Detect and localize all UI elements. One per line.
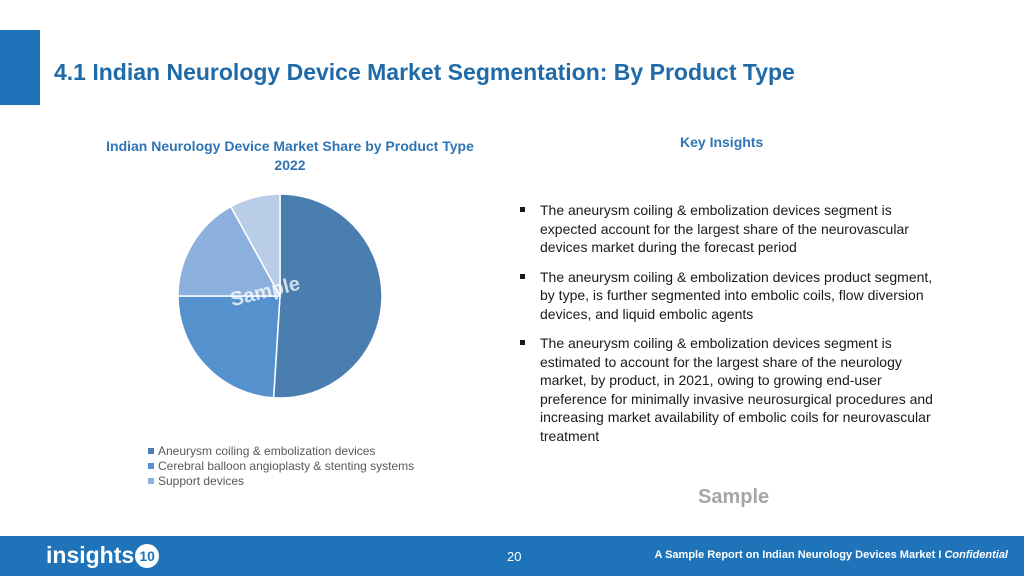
legend-item: Aneurysm coiling & embolization devices [148, 443, 414, 458]
footer-bar: insights 10 20 A Sample Report on Indian… [0, 536, 1024, 576]
chart-legend: Aneurysm coiling & embolization devices … [148, 443, 414, 488]
insight-bullet: The aneurysm coiling & embolization devi… [518, 268, 948, 324]
legend-label: Cerebral balloon angioplasty & stenting … [158, 458, 415, 473]
pie-chart: Sample [177, 193, 383, 399]
pie-slice [229, 193, 281, 297]
insight-text: The aneurysm coiling & embolization devi… [540, 335, 933, 444]
pie-slice [177, 295, 281, 399]
legend-swatch [148, 477, 154, 484]
logo-text: insights [46, 542, 135, 568]
legend-item: Support devices [148, 473, 414, 488]
chart-title-line2: 2022 [274, 157, 306, 173]
footer-note-text: A Sample Report on Indian Neurology Devi… [654, 549, 945, 561]
insights10-logo: insights 10 [46, 542, 160, 569]
chart-title-line1: Indian Neurology Device Market Share by … [106, 138, 474, 154]
footer-note-confidential: Confidential [944, 549, 1008, 561]
pie-slice [272, 193, 383, 399]
insights-heading: Key Insights [680, 134, 764, 150]
legend-label: Support devices [158, 473, 245, 488]
legend-swatch [148, 447, 154, 454]
slide-title: 4.1 Indian Neurology Device Market Segme… [54, 59, 795, 85]
insight-text: The aneurysm coiling & embolization devi… [540, 268, 933, 322]
legend-item: Cerebral balloon angioplasty & stenting … [148, 458, 414, 473]
title-accent-bar [0, 30, 40, 105]
insight-bullet: The aneurysm coiling & embolization devi… [518, 201, 948, 257]
legend-swatch [148, 462, 154, 469]
logo-badge-icon: 10 [135, 543, 160, 568]
sample-watermark: Sample [698, 486, 770, 508]
insight-text: The aneurysm coiling & embolization devi… [540, 202, 909, 255]
insights-list: The aneurysm coiling & embolization devi… [518, 201, 948, 456]
bullet-square-icon [520, 340, 525, 345]
legend-label: Aneurysm coiling & embolization devices [158, 443, 376, 458]
bullet-square-icon [520, 207, 525, 212]
bullet-square-icon [520, 273, 525, 279]
page-number: 20 [507, 549, 522, 564]
footer-note: A Sample Report on Indian Neurology Devi… [655, 549, 1009, 561]
chart-title: Indian Neurology Device Market Share by … [90, 137, 490, 175]
insight-bullet: The aneurysm coiling & embolization devi… [518, 334, 948, 445]
pie-slice [177, 205, 282, 297]
